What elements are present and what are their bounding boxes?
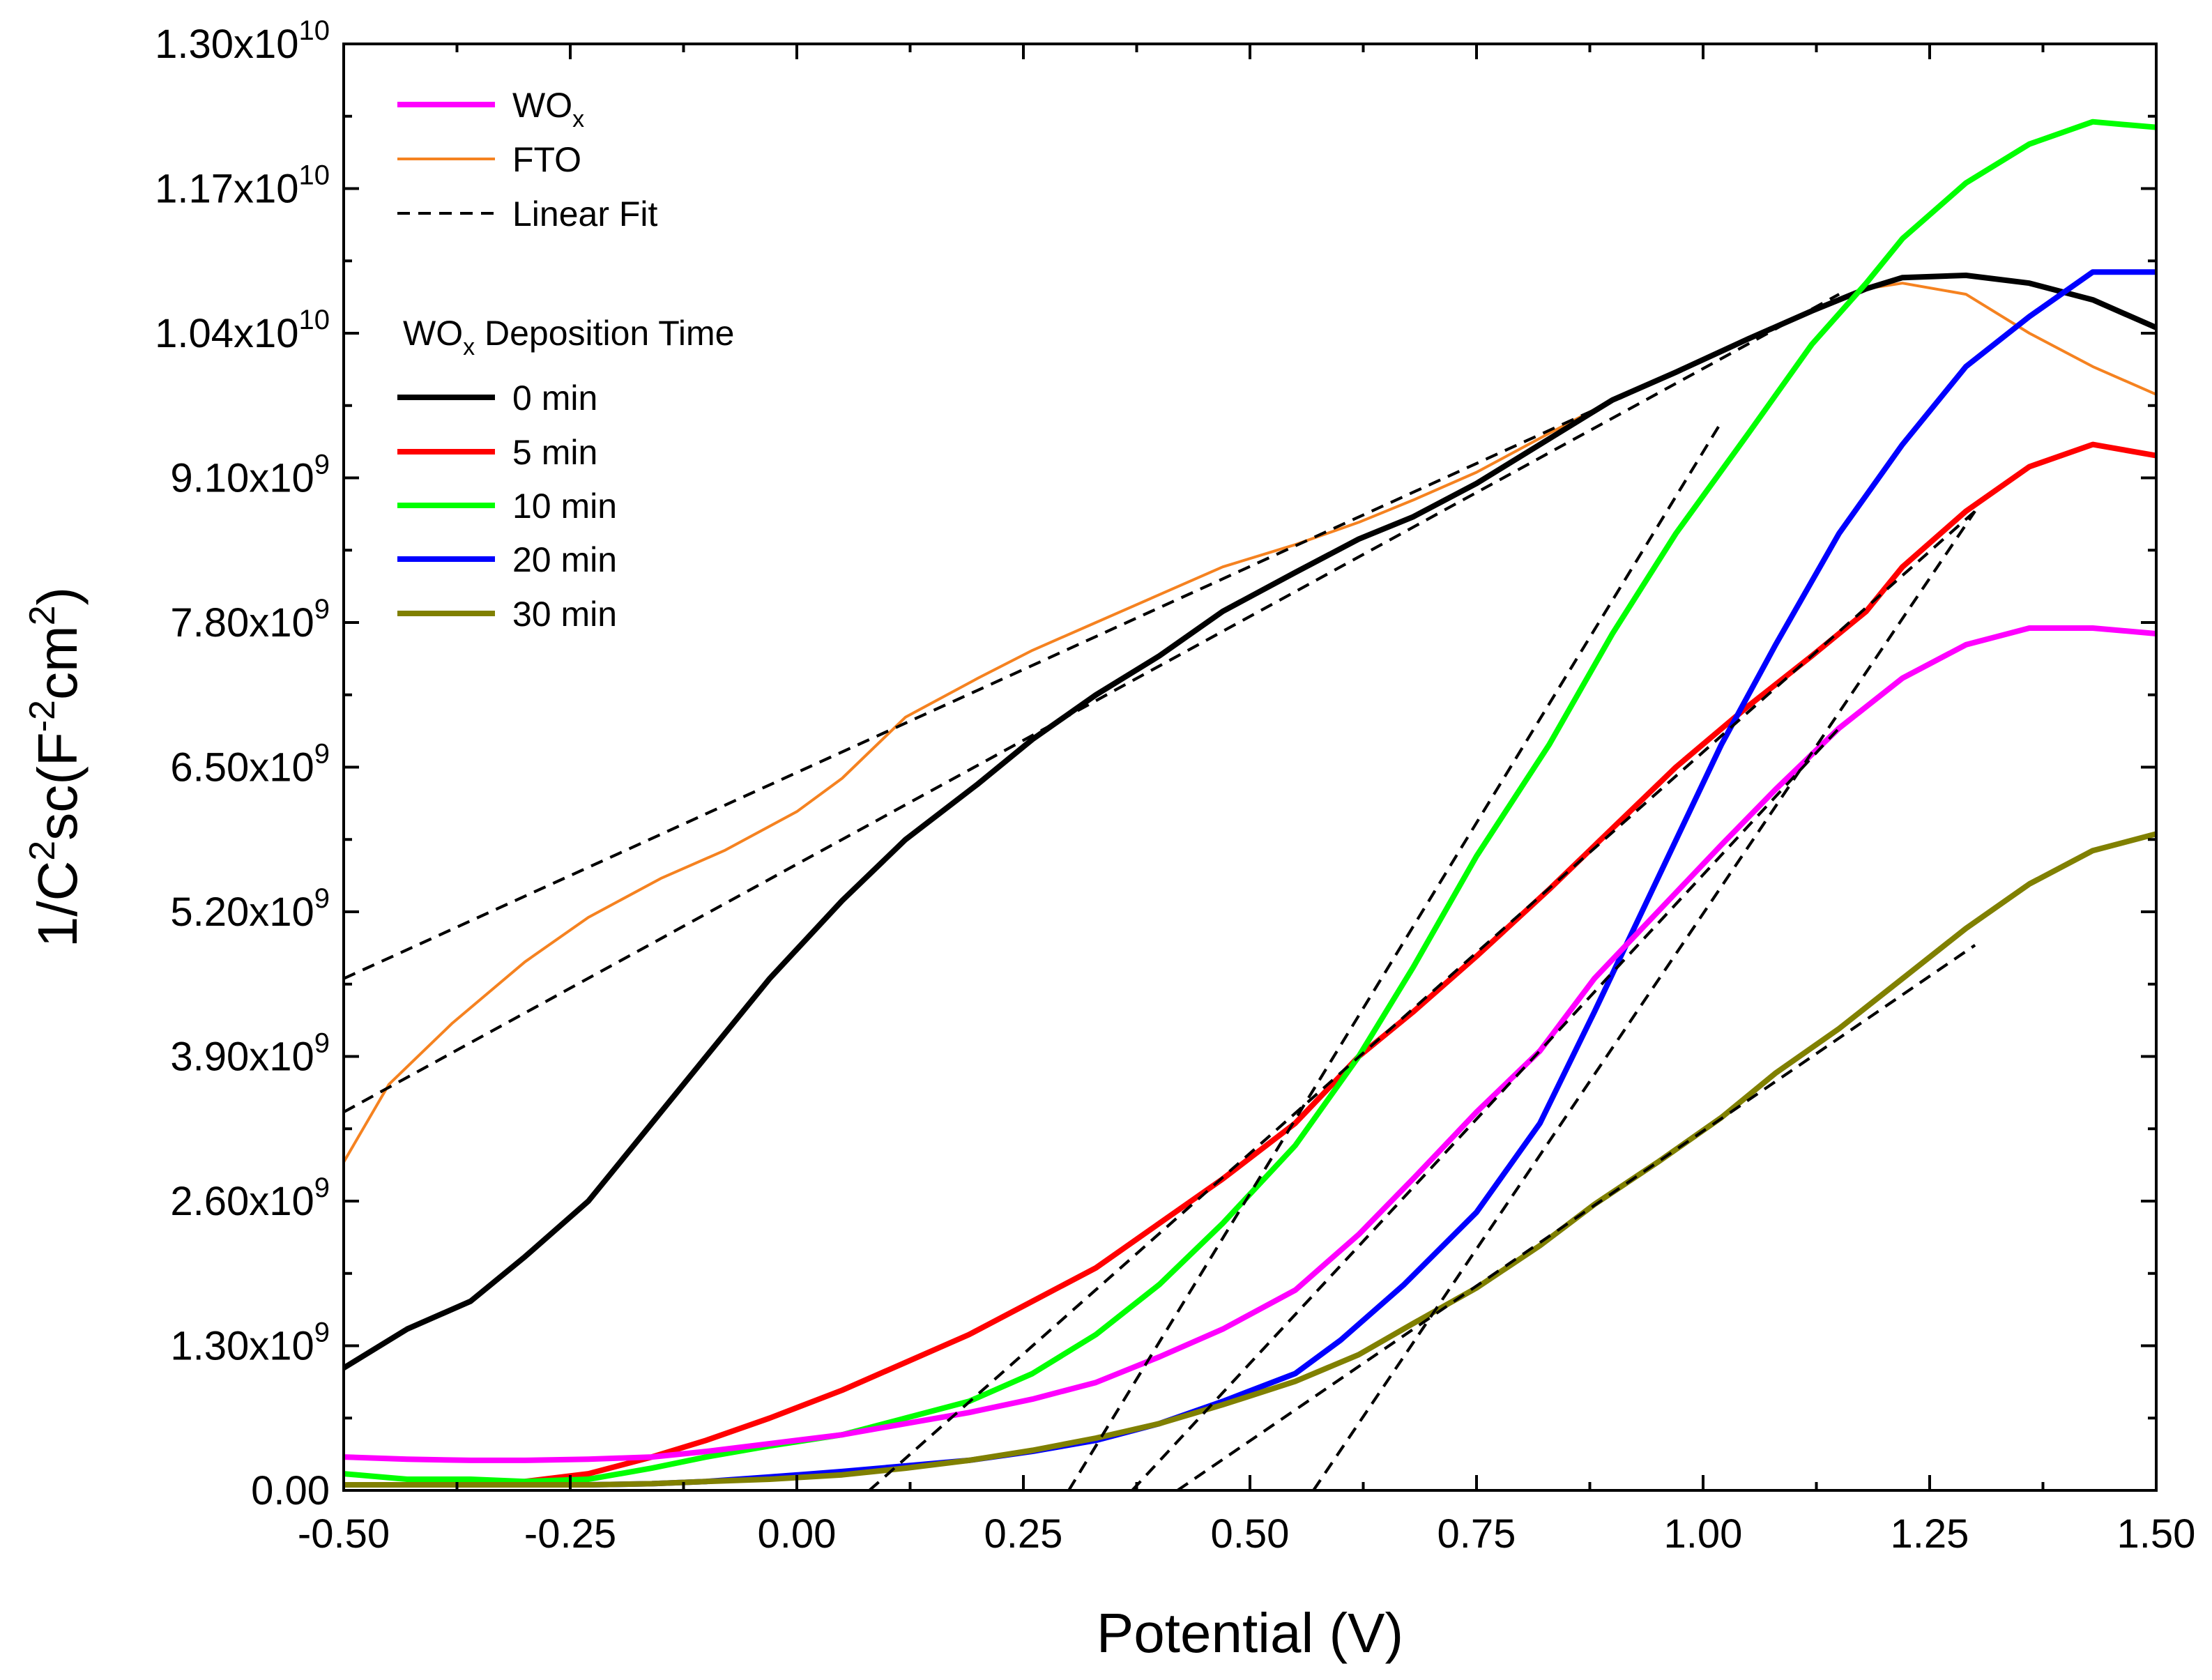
linear-fit-overlay-0: [344, 310, 1813, 980]
legend-label-linear-fit: Linear Fit: [512, 194, 658, 234]
series-line-30-min: [344, 831, 2156, 1488]
y-tick-label: 1.30x1010: [155, 15, 330, 67]
series-line-10-min: [344, 119, 2156, 1485]
legend-heading: WOx Deposition Time: [403, 314, 734, 360]
y-tick-label: 9.10x109: [170, 450, 330, 501]
y-tick-label: 1.04x1010: [155, 305, 330, 356]
linear-fit-overlay-2: [868, 510, 1976, 1490]
y-tick-label: 5.20x109: [170, 883, 330, 935]
x-tick-label: 0.00: [758, 1511, 837, 1557]
linear-fit-overlay-6: [1176, 944, 1976, 1490]
x-tick-label: 1.25: [1891, 1511, 1969, 1557]
y-tick-label: 1.30x109: [170, 1318, 330, 1369]
x-tick-label: -0.25: [524, 1511, 616, 1557]
y-axis-title: 1/C2sc(F-2cm2): [22, 587, 89, 947]
y-tick-label: 1.17x1010: [155, 160, 330, 212]
legend-label-wox: WOx: [512, 86, 584, 132]
legend-label-0-min: 0 min: [512, 379, 597, 418]
legend-label-10-min: 10 min: [512, 487, 617, 526]
x-tick-label: 0.50: [1211, 1511, 1290, 1557]
linear-fit-overlay-4: [1312, 510, 1976, 1490]
linear-fit-overlay-5: [1131, 727, 1840, 1490]
legend-label-20-min: 20 min: [512, 540, 617, 579]
x-tick-label: 0.75: [1437, 1511, 1516, 1557]
y-tick-label: 6.50x109: [170, 739, 330, 791]
x-tick-label: -0.50: [298, 1511, 390, 1557]
series-line-wox: [344, 625, 2156, 1463]
legend-label-30-min: 30 min: [512, 595, 617, 634]
axis-ticks: -0.50 -0.25 0.00 0.25 0.50 0.75 1.00 1.25 1.50 0.…: [155, 15, 2195, 1557]
legend-label-5-min: 5 min: [512, 433, 597, 472]
y-tick-label: 3.90x109: [170, 1028, 330, 1080]
x-axis-title: Potential (V): [1097, 1602, 1403, 1664]
x-tick-label: 1.00: [1664, 1511, 1743, 1557]
y-tick-label: 7.80x109: [170, 594, 330, 646]
y-tick-label: 2.60x109: [170, 1173, 330, 1224]
linear-fit-overlay-1: [344, 293, 1840, 1114]
legend: WOx FTO Linear Fit WOx Deposition Time 0 min…: [397, 86, 734, 634]
x-tick-label: 1.50: [2117, 1511, 2196, 1557]
x-tick-label: 0.25: [984, 1511, 1063, 1557]
legend-label-fto: FTO: [512, 140, 581, 179]
y-tick-label: 0.00: [251, 1468, 330, 1513]
series-line-0-min: [344, 273, 2156, 1370]
